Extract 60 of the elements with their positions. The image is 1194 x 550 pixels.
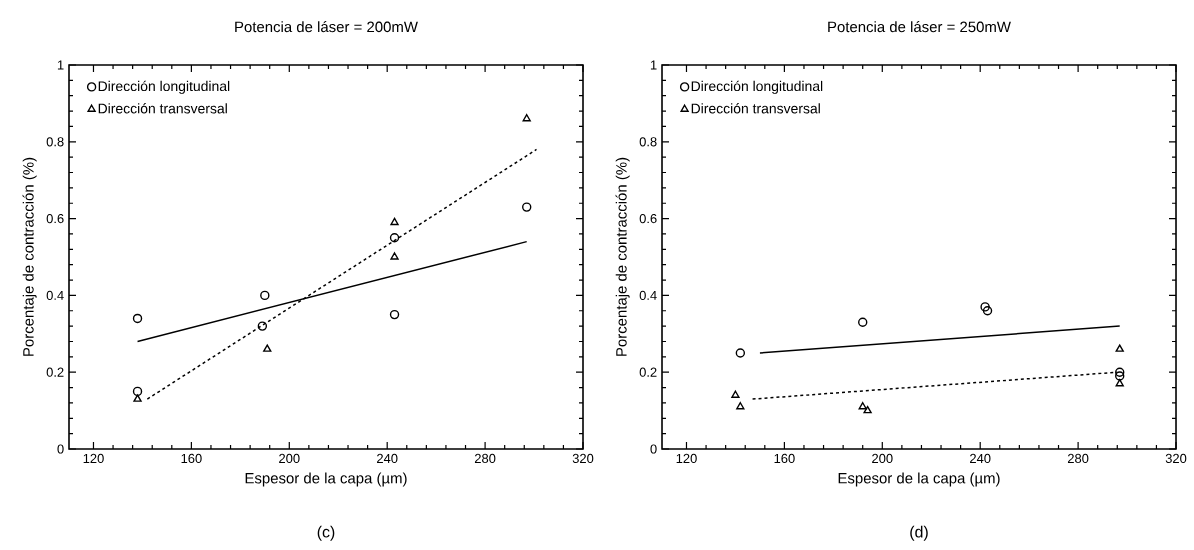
legend-label: Dirección longitudinal — [98, 80, 230, 94]
point — [1115, 379, 1124, 387]
point — [132, 386, 143, 397]
y-tick-label: 0.4 — [46, 290, 64, 300]
point — [133, 394, 142, 402]
point — [980, 302, 990, 312]
y-axis-title: Porcentaje de contracción (%) — [615, 157, 630, 356]
x-tick-label: 120 — [83, 453, 104, 464]
y-tick-label: 1 — [650, 60, 657, 70]
point — [390, 252, 399, 260]
point — [1115, 344, 1124, 352]
x-tick-label: 240 — [377, 453, 398, 464]
y-tick-label: 0 — [57, 444, 64, 454]
x-tick-label: 200 — [872, 453, 893, 464]
x-tick-label: 280 — [1067, 453, 1089, 464]
x-tick-label: 240 — [970, 453, 991, 464]
point — [731, 390, 740, 398]
point — [522, 114, 531, 122]
y-tick-label: 1 — [57, 60, 64, 70]
y-tick-label: 0.6 — [46, 214, 64, 224]
x-axis-title: Espesor de la capa (µm) — [838, 472, 1000, 487]
point — [260, 290, 270, 301]
point — [858, 402, 867, 410]
x-tick-label: 280 — [474, 453, 496, 464]
x-tick-label: 120 — [676, 453, 697, 464]
y-axis-title: Porcentaje de contracción (%) — [22, 157, 37, 356]
y-tick-label: 0.6 — [639, 214, 657, 224]
legend-label: Dirección transversal — [98, 103, 227, 114]
x-tick-label: 320 — [572, 453, 594, 464]
point — [858, 317, 868, 327]
point — [389, 233, 400, 243]
point — [132, 313, 143, 324]
point — [982, 306, 993, 316]
point — [263, 344, 272, 352]
point — [736, 402, 745, 410]
legend-label: Dirección transversal — [691, 103, 820, 114]
point — [735, 348, 746, 358]
x-axis-title: Espesor de la capa (µm) — [245, 472, 407, 487]
x-tick-label: 160 — [181, 453, 202, 464]
chart-title: Potencia de láser = 250mW — [828, 21, 1011, 33]
point — [522, 202, 532, 212]
point — [863, 405, 872, 414]
x-tick-label: 200 — [279, 453, 300, 464]
text: (d) — [910, 525, 928, 541]
y-tick-label: 0.8 — [639, 137, 657, 147]
y-tick-label: 0 — [650, 444, 657, 454]
point — [1115, 371, 1125, 381]
point — [257, 321, 268, 331]
text: (c) — [317, 525, 335, 541]
point — [389, 309, 400, 320]
x-tick-label: 160 — [774, 453, 795, 464]
x-tick-label: 320 — [1165, 453, 1187, 464]
y-tick-label: 0.2 — [46, 367, 64, 377]
point — [390, 217, 399, 226]
chart-title: Potencia de láser = 200mW — [235, 21, 418, 33]
y-tick-label: 0.4 — [639, 290, 657, 300]
y-tick-label: 0.2 — [639, 367, 657, 377]
legend-label: Dirección longitudinal — [691, 80, 823, 94]
point — [1115, 367, 1125, 377]
y-tick-label: 0.8 — [46, 137, 64, 147]
